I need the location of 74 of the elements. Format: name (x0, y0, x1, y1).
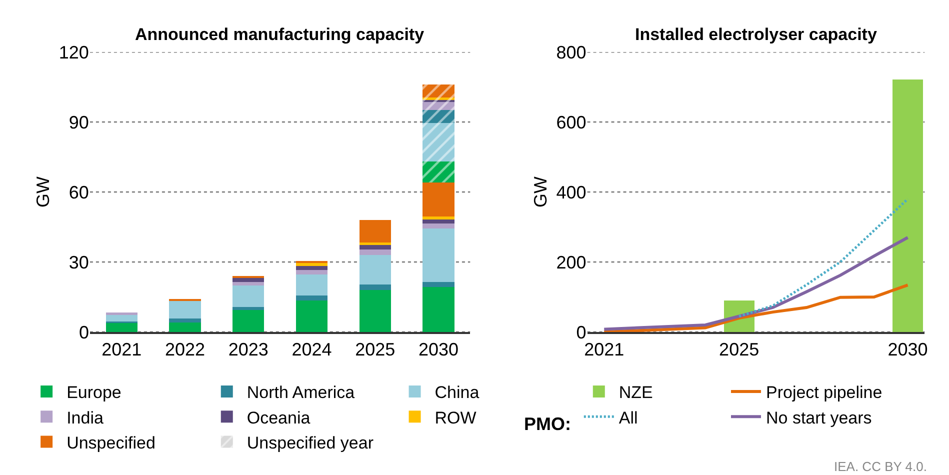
legend-label: Oceania (246, 408, 311, 428)
bar (359, 284, 391, 290)
bar (422, 228, 454, 282)
text: PMO: (524, 414, 571, 434)
line-series (602, 236, 910, 331)
bar (296, 262, 328, 266)
bar (232, 277, 264, 282)
bar (232, 282, 264, 286)
x-tick-label: 2030 (418, 339, 458, 360)
y-axis-title: GW (33, 176, 54, 208)
y-tick-label: 200 (556, 252, 586, 272)
bar (359, 242, 391, 246)
line-series (738, 198, 910, 318)
bar (422, 219, 454, 224)
x-tick-label: 2030 (888, 339, 928, 360)
y-tick-label: 400 (556, 182, 586, 202)
legend-label: North America (246, 383, 356, 402)
bar (422, 182, 454, 217)
y-tick-label: 0 (576, 322, 586, 342)
legend-label: No start years (766, 408, 872, 428)
bar (422, 123, 454, 162)
legend-label: All (618, 408, 638, 428)
y-tick-label: 0 (78, 322, 89, 342)
bar (359, 250, 391, 255)
bar (296, 270, 328, 275)
bar (359, 255, 391, 285)
legend-label: ROW (434, 408, 476, 428)
x-tick-label: 2021 (584, 339, 624, 360)
bar (359, 290, 391, 332)
x-tick-label: 2025 (719, 339, 760, 360)
x-tick-label: 2021 (102, 339, 142, 360)
legend-label: China (434, 383, 480, 402)
y-tick-label: 600 (556, 112, 586, 132)
bar (169, 300, 201, 319)
x-tick-label: 2022 (164, 339, 206, 360)
legend-label: Unspecified year (246, 433, 374, 452)
legend-label: NZE (618, 383, 653, 402)
bar (359, 245, 391, 250)
bar (296, 300, 328, 332)
y-tick-label: 60 (68, 182, 89, 202)
bar (296, 274, 328, 296)
y-tick-label: 800 (556, 42, 586, 62)
bar (422, 102, 454, 110)
bar (359, 220, 391, 243)
y-tick-label: 30 (68, 252, 89, 272)
line-series (602, 284, 910, 332)
bar (296, 266, 328, 270)
bar (169, 318, 201, 323)
x-tick-label: 2023 (228, 339, 268, 360)
y-tick-label: 90 (68, 112, 89, 132)
bar (422, 216, 454, 220)
bar (422, 161, 454, 183)
x-tick-label: 2024 (292, 339, 332, 360)
x-tick-label: 2025 (355, 339, 396, 360)
text: IEA. CC BY 4.0. (834, 459, 927, 474)
bar (232, 306, 264, 310)
bar (422, 110, 454, 124)
bar (422, 84, 454, 98)
legend-label: Unspecified (66, 433, 156, 452)
y-axis-title: GW (530, 176, 550, 208)
legend-label: Europe (66, 383, 122, 402)
y-tick-label: 120 (58, 42, 89, 62)
bar (169, 322, 201, 332)
bar (232, 286, 264, 307)
legend-label: Project pipeline (766, 383, 882, 402)
bar (106, 322, 138, 332)
chart-title: Installed electrolyser capacity (635, 25, 878, 44)
bar (296, 296, 328, 300)
bar (422, 282, 454, 287)
legend-label: India (66, 408, 104, 428)
chart-title: Announced manufacturing capacity (135, 25, 425, 44)
bar (422, 223, 454, 229)
bar (422, 286, 454, 332)
bar (232, 310, 264, 332)
